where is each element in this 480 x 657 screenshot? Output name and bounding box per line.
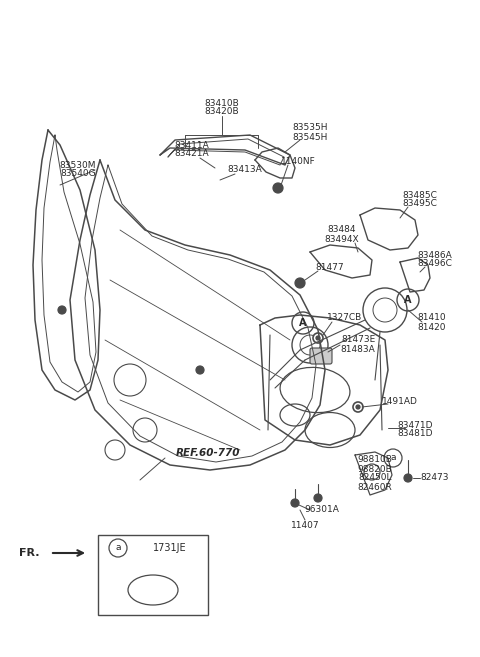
Text: 1491AD: 1491AD bbox=[382, 397, 418, 407]
Text: 1327CB: 1327CB bbox=[327, 313, 362, 323]
Text: 83535H: 83535H bbox=[292, 124, 328, 133]
Circle shape bbox=[273, 183, 283, 193]
Text: 83481D: 83481D bbox=[397, 430, 433, 438]
Text: A: A bbox=[299, 318, 307, 328]
Circle shape bbox=[313, 333, 323, 343]
Text: 11407: 11407 bbox=[291, 520, 319, 530]
Text: 83421A: 83421A bbox=[175, 150, 209, 158]
Circle shape bbox=[314, 494, 322, 502]
Text: a: a bbox=[115, 543, 121, 553]
Text: a: a bbox=[390, 453, 396, 463]
Text: 83410B: 83410B bbox=[204, 99, 240, 108]
Text: 82460R: 82460R bbox=[358, 482, 392, 491]
Text: 83471D: 83471D bbox=[397, 420, 433, 430]
Text: 98810B: 98810B bbox=[358, 455, 393, 464]
Text: 83411A: 83411A bbox=[175, 141, 209, 150]
Text: 1140NF: 1140NF bbox=[281, 158, 315, 166]
Text: REF.60-770: REF.60-770 bbox=[176, 448, 240, 458]
Text: 82450L: 82450L bbox=[358, 474, 392, 482]
Text: 83496C: 83496C bbox=[418, 260, 453, 269]
Text: 83486A: 83486A bbox=[418, 250, 452, 260]
Text: 96301A: 96301A bbox=[305, 505, 339, 514]
Text: 83545H: 83545H bbox=[292, 133, 328, 141]
Circle shape bbox=[356, 405, 360, 409]
Text: FR.: FR. bbox=[20, 548, 40, 558]
Text: 1731JE: 1731JE bbox=[153, 543, 187, 553]
FancyBboxPatch shape bbox=[310, 348, 332, 364]
Circle shape bbox=[295, 278, 305, 288]
Text: 98820B: 98820B bbox=[358, 464, 392, 474]
Circle shape bbox=[291, 499, 299, 507]
Text: 81420: 81420 bbox=[418, 323, 446, 332]
Text: A: A bbox=[404, 295, 412, 305]
Circle shape bbox=[404, 474, 412, 482]
Circle shape bbox=[58, 306, 66, 314]
Text: 83413A: 83413A bbox=[228, 166, 263, 175]
Text: 81410: 81410 bbox=[418, 313, 446, 323]
Text: 83495C: 83495C bbox=[403, 200, 437, 208]
Text: 83484: 83484 bbox=[328, 225, 356, 235]
Text: 81473E: 81473E bbox=[341, 336, 375, 344]
Text: 82473: 82473 bbox=[421, 474, 449, 482]
Circle shape bbox=[196, 366, 204, 374]
Text: 83494X: 83494X bbox=[324, 235, 360, 244]
Circle shape bbox=[316, 336, 320, 340]
Text: 83485C: 83485C bbox=[403, 191, 437, 200]
Text: 81477: 81477 bbox=[316, 263, 344, 273]
Text: 83540G: 83540G bbox=[60, 170, 96, 179]
Text: 81483A: 81483A bbox=[341, 344, 375, 353]
Text: 83530M: 83530M bbox=[60, 160, 96, 170]
Circle shape bbox=[353, 402, 363, 412]
Text: 83420B: 83420B bbox=[204, 108, 240, 116]
